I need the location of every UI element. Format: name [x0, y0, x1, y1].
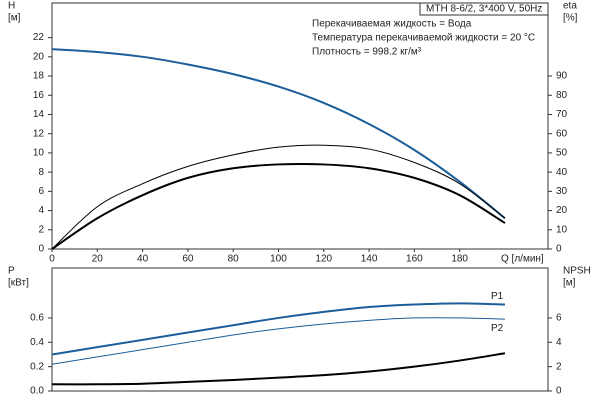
y-tick-label: 0.0 — [30, 386, 44, 397]
plot-frame — [51, 267, 549, 392]
y-tick-label: 0.6 — [30, 313, 44, 324]
plot-frame — [51, 2, 549, 250]
y-tick-label: 16 — [33, 90, 45, 101]
y2-tick-label: 0 — [556, 244, 562, 255]
series-line — [51, 352, 506, 386]
y2-axis-label: NPSH — [563, 266, 591, 277]
y-tick-label: 20 — [33, 51, 45, 62]
y-tick-label: 4 — [38, 205, 44, 216]
x-tick-label: 60 — [182, 254, 194, 265]
y-tick-label: 6 — [38, 186, 44, 197]
y-tick-label: 8 — [38, 167, 44, 178]
y2-tick-label: 70 — [556, 109, 568, 120]
y2-tick-label: 6 — [556, 313, 562, 324]
x-tick-label: 140 — [361, 254, 378, 265]
y2-tick-label: 10 — [556, 224, 568, 235]
y-tick-label: 22 — [33, 32, 45, 43]
y2-tick-label: 0 — [556, 386, 562, 397]
x-tick-label: 100 — [270, 254, 287, 265]
annotation: Перекачиваемая жидкость = Вода — [312, 19, 472, 30]
y2-tick-label: 80 — [556, 90, 568, 101]
title-box — [419, 2, 549, 16]
chart-title: MTH 8-6/2, 3*400 V, 50Hz — [426, 4, 542, 15]
y-tick-label: 12 — [33, 128, 45, 139]
y-axis-label: P — [8, 266, 15, 277]
x-tick-label: 160 — [406, 254, 423, 265]
y-tick-label: 2 — [38, 224, 44, 235]
y-tick-label: 14 — [33, 109, 45, 120]
y-tick-label: 18 — [33, 71, 45, 82]
series-line — [51, 48, 506, 220]
y2-axis-label: eta — [563, 1, 577, 12]
annotation: Плотность = 998.2 кг/м³ — [312, 47, 422, 58]
y-tick-label: 0.2 — [30, 361, 44, 372]
x-tick-label: 80 — [228, 254, 240, 265]
series-line — [51, 162, 506, 250]
series-line — [51, 302, 505, 356]
y2-tick-label: 60 — [556, 128, 568, 139]
series-line — [51, 144, 506, 250]
x-tick-label: 120 — [315, 254, 332, 265]
x-tick-label: 40 — [137, 254, 149, 265]
x-tick-label: 180 — [451, 254, 468, 265]
series-label: P2 — [491, 323, 504, 334]
annotation: Температура перекачиваемой жидкости = 20… — [312, 33, 535, 44]
y2-tick-label: 4 — [556, 337, 562, 348]
y2-axis-label: [%] — [563, 13, 578, 24]
y-tick-label: 0 — [38, 244, 44, 255]
y2-tick-label: 30 — [556, 186, 568, 197]
y2-axis-label: [м] — [563, 278, 576, 289]
x-axis-label: Q [л/мин] — [501, 254, 544, 265]
y2-tick-label: 40 — [556, 167, 568, 178]
y-axis-label: [м] — [8, 13, 21, 24]
x-tick-label: 20 — [92, 254, 104, 265]
y-axis-label: H — [8, 1, 15, 12]
y-tick-label: 10 — [33, 148, 45, 159]
y2-tick-label: 2 — [556, 361, 562, 372]
y2-tick-label: 90 — [556, 71, 568, 82]
y2-tick-label: 20 — [556, 205, 568, 216]
y2-tick-label: 50 — [556, 148, 568, 159]
series-line — [51, 317, 505, 365]
x-tick-label: 0 — [49, 254, 55, 265]
y-axis-label: [кВт] — [8, 278, 29, 289]
y-tick-label: 0.4 — [30, 337, 44, 348]
series-label: P1 — [491, 291, 504, 302]
